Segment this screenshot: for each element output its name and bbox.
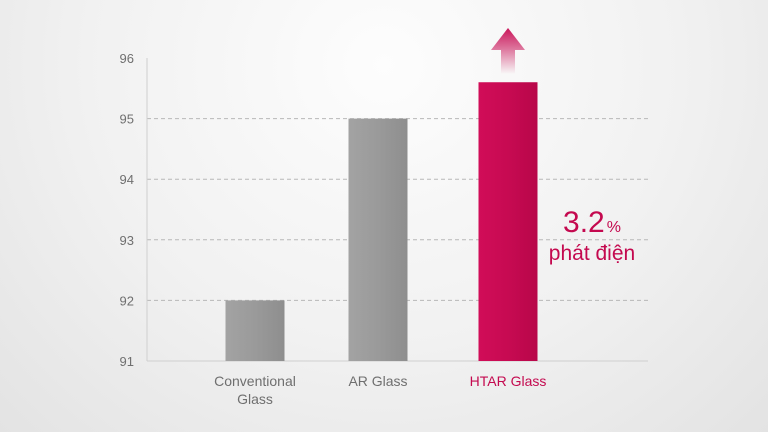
category-label-0-line-0: Conventional: [214, 373, 296, 389]
annotation: 3.2% phát điện: [549, 206, 635, 265]
annotation-unit: %: [607, 219, 621, 236]
annotation-value-line: 3.2%: [563, 206, 621, 239]
bar-0: [225, 300, 285, 361]
bar-1: [348, 118, 408, 361]
category-labels: Conventional Glass AR Glass HTAR Glass: [214, 373, 546, 407]
bar-2: [478, 82, 538, 362]
y-tick-label-92: 92: [120, 293, 134, 308]
y-tick-label-91: 91: [120, 354, 134, 369]
annotation-text: phát điện: [549, 242, 635, 265]
y-tick-label-94: 94: [120, 172, 134, 187]
y-tick-label-95: 95: [120, 112, 134, 127]
category-label-2-line-0: HTAR Glass: [470, 373, 547, 389]
y-tick-label-93: 93: [120, 233, 134, 248]
bars: [225, 82, 538, 362]
category-label-0-line-1: Glass: [237, 391, 273, 407]
category-label-1: AR Glass: [348, 373, 407, 389]
category-label-2: HTAR Glass: [470, 373, 547, 389]
y-tick-label-96: 96: [120, 51, 134, 66]
annotation-value: 3.2: [563, 206, 605, 239]
category-label-1-line-0: AR Glass: [348, 373, 407, 389]
y-tick-labels: 91 92 93 94 95 96: [120, 51, 134, 369]
category-label-0: Conventional Glass: [214, 373, 296, 407]
up-arrow-icon: [491, 28, 525, 74]
